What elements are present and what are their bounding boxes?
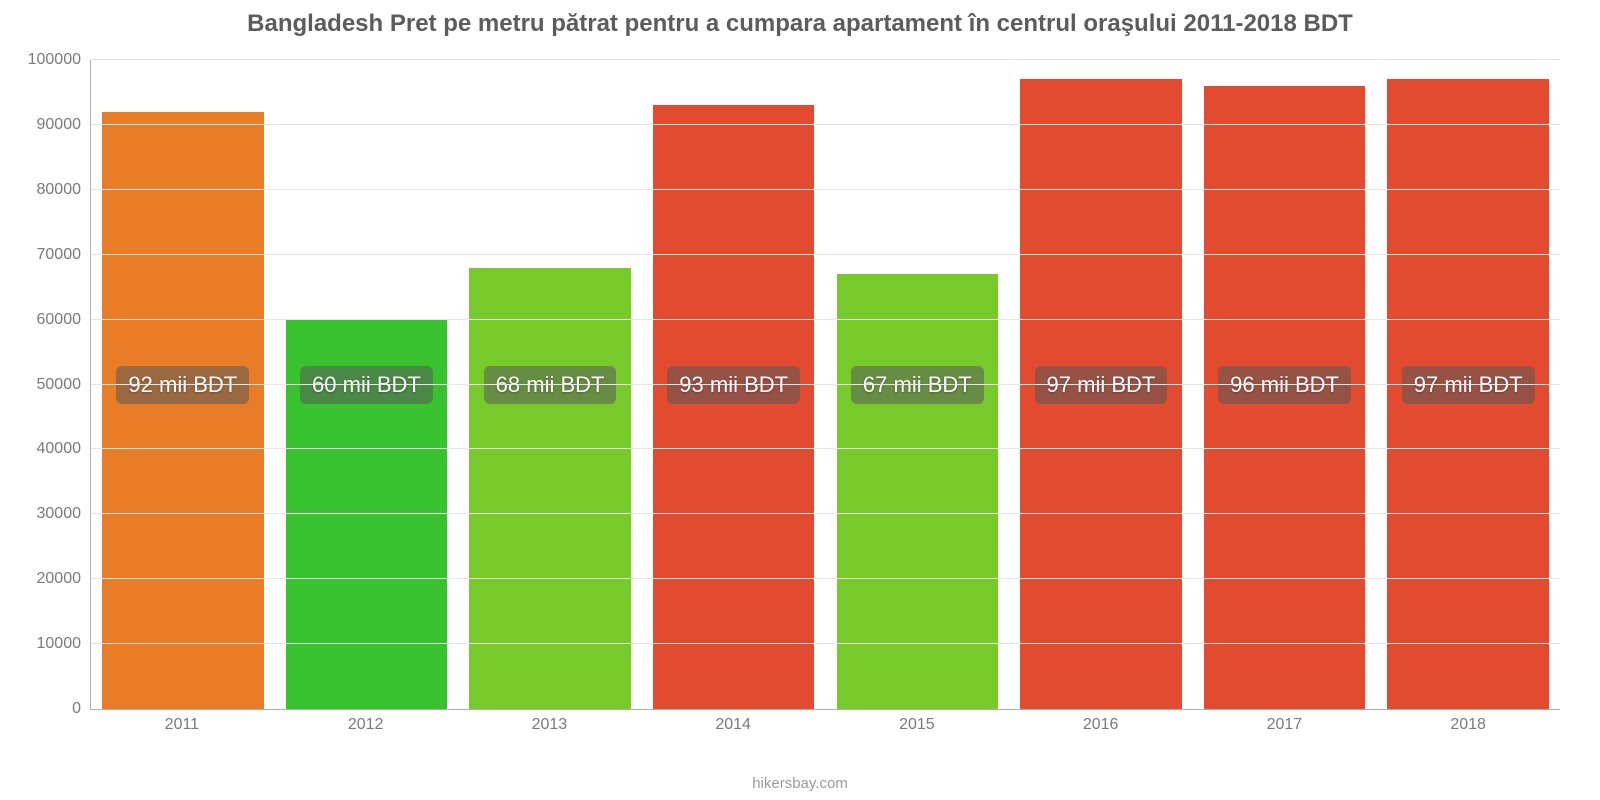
bar-value-label: 97 mii BDT — [1035, 366, 1168, 404]
x-tick-label: 2018 — [1376, 710, 1560, 740]
bar-label-wrap: 60 mii BDT — [275, 347, 459, 385]
bar-label-wrap: 92 mii BDT — [91, 347, 275, 385]
chart-area: 92 mii BDT60 mii BDT68 mii BDT93 mii BDT… — [90, 60, 1560, 740]
y-tick-label: 60000 — [37, 311, 92, 329]
bar-label-wrap: 97 mii BDT — [1376, 347, 1560, 385]
gridline — [91, 124, 1560, 125]
gridline — [91, 59, 1560, 60]
x-tick-label: 2015 — [825, 710, 1009, 740]
y-tick-label: 40000 — [37, 440, 92, 458]
gridline — [91, 189, 1560, 190]
y-tick-label: 80000 — [37, 181, 92, 199]
bars-row: 92 mii BDT60 mii BDT68 mii BDT93 mii BDT… — [91, 60, 1560, 709]
bar-value-label: 93 mii BDT — [667, 366, 800, 404]
bar-slot: 92 mii BDT — [91, 60, 275, 709]
x-tick-label: 2016 — [1009, 710, 1193, 740]
bar-slot: 68 mii BDT — [458, 60, 642, 709]
bar-slot: 97 mii BDT — [1376, 60, 1560, 709]
bar-label-wrap: 67 mii BDT — [826, 347, 1010, 385]
bar-slot: 96 mii BDT — [1193, 60, 1377, 709]
bar-label-wrap: 97 mii BDT — [1009, 347, 1193, 385]
gridline — [91, 578, 1560, 579]
gridline — [91, 448, 1560, 449]
y-tick-label: 10000 — [37, 635, 92, 653]
bar-label-wrap: 93 mii BDT — [642, 347, 826, 385]
chart-title: Bangladesh Pret pe metru pătrat pentru a… — [0, 0, 1600, 38]
chart-footer: hikersbay.com — [0, 775, 1600, 792]
x-tick-label: 2017 — [1193, 710, 1377, 740]
y-tick-label: 50000 — [37, 376, 92, 394]
bar-slot: 67 mii BDT — [826, 60, 1010, 709]
gridline — [91, 384, 1560, 385]
gridline — [91, 513, 1560, 514]
bar-value-label: 67 mii BDT — [851, 366, 984, 404]
y-tick-label: 70000 — [37, 246, 92, 264]
x-tick-label: 2014 — [641, 710, 825, 740]
y-tick-label: 30000 — [37, 505, 92, 523]
y-tick-label: 20000 — [37, 570, 92, 588]
bar-value-label: 96 mii BDT — [1218, 366, 1351, 404]
bar-value-label: 68 mii BDT — [484, 366, 617, 404]
bar-slot: 97 mii BDT — [1009, 60, 1193, 709]
bar-label-wrap: 68 mii BDT — [458, 347, 642, 385]
gridline — [91, 643, 1560, 644]
x-tick-label: 2013 — [458, 710, 642, 740]
gridline — [91, 254, 1560, 255]
y-tick-label: 100000 — [28, 51, 91, 69]
x-tick-label: 2012 — [274, 710, 458, 740]
bar-slot: 93 mii BDT — [642, 60, 826, 709]
bar-value-label: 92 mii BDT — [116, 366, 249, 404]
bar-label-wrap: 96 mii BDT — [1193, 347, 1377, 385]
bar-slot: 60 mii BDT — [275, 60, 459, 709]
bar-value-label: 97 mii BDT — [1402, 366, 1535, 404]
y-tick-label: 90000 — [37, 116, 92, 134]
x-tick-label: 2011 — [90, 710, 274, 740]
bar — [653, 105, 815, 709]
y-tick-label: 0 — [72, 700, 91, 718]
bar-value-label: 60 mii BDT — [300, 366, 433, 404]
gridline — [91, 319, 1560, 320]
x-axis-labels: 20112012201320142015201620172018 — [90, 710, 1560, 740]
plot-area: 92 mii BDT60 mii BDT68 mii BDT93 mii BDT… — [90, 60, 1560, 710]
bar — [102, 112, 264, 709]
